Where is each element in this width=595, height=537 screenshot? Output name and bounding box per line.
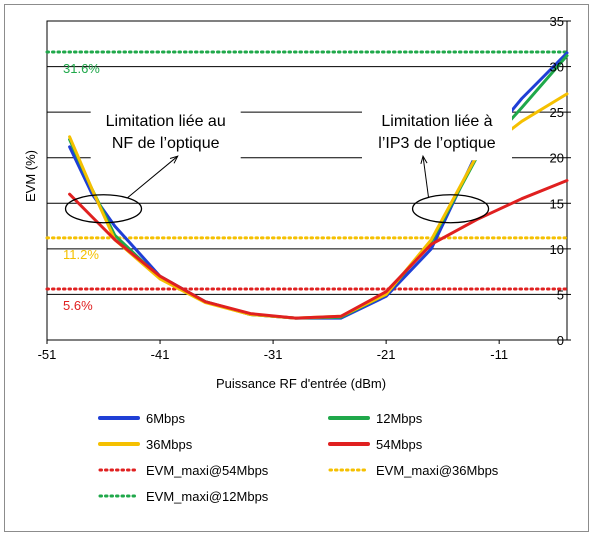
annotation-arrow bbox=[422, 156, 430, 198]
series-line-12mbps bbox=[68, 54, 569, 320]
legend: 6Mbps 12Mbps 36Mbps 54Mbps EVM_maxi@54Mbps EV… bbox=[98, 411, 499, 504]
annotation-ellipse bbox=[64, 194, 143, 224]
annotation-text: Limitation liée à bbox=[381, 113, 492, 130]
series-lines bbox=[68, 51, 569, 320]
annotation-text: Limitation liée au bbox=[106, 113, 226, 130]
annotation-arrowhead bbox=[420, 154, 428, 165]
x-tick-label: -41 bbox=[151, 347, 170, 362]
legend-label: EVM_maxi@54Mbps bbox=[146, 463, 269, 478]
annotation-text: NF de l’optique bbox=[112, 135, 220, 152]
annotation-text: l’IP3 de l’optique bbox=[378, 135, 496, 152]
annotation-box bbox=[90, 108, 241, 161]
y-tick-label: 10 bbox=[550, 242, 564, 257]
grid-lines bbox=[46, 20, 568, 341]
legend-label: 12Mbps bbox=[376, 411, 423, 426]
legend-label: EVM_maxi@12Mbps bbox=[146, 489, 269, 504]
reference-lines bbox=[45, 50, 569, 291]
y-tick-label: 30 bbox=[550, 60, 564, 75]
x-tick-label: -21 bbox=[377, 347, 396, 362]
annotation-ellipse bbox=[411, 194, 490, 224]
y-tick-label: 25 bbox=[550, 105, 564, 120]
legend-label: 54Mbps bbox=[376, 437, 423, 452]
x-tick-label: -31 bbox=[264, 347, 283, 362]
reference-label: 11.2% bbox=[63, 247, 99, 262]
annotations: 31.6% 11.2% 5.6% Limitation liée au NF de l’… bbox=[63, 61, 512, 313]
x-axis-label: Puissance RF d'entrée (dBm) bbox=[216, 376, 386, 391]
series-line-6mbps bbox=[68, 51, 569, 320]
y-tick-label: 35 bbox=[550, 14, 564, 29]
y-tick-label: 5 bbox=[557, 287, 564, 302]
annotation-box bbox=[362, 108, 512, 161]
y-tick-label: 20 bbox=[550, 151, 564, 166]
reference-label: 31.6% bbox=[63, 61, 100, 76]
axes: 0 5 10 15 20 25 30 35 -51 -41 -31 -21 -11 bbox=[38, 14, 571, 362]
series-line-54mbps bbox=[68, 179, 569, 320]
plot-area bbox=[46, 20, 568, 341]
annotation-arrowhead bbox=[169, 155, 179, 164]
legend-label: 6Mbps bbox=[146, 411, 186, 426]
y-tick-label: 15 bbox=[550, 196, 564, 211]
y-axis-label: EVM (%) bbox=[23, 150, 38, 202]
legend-label: 36Mbps bbox=[146, 437, 193, 452]
annotation-arrow bbox=[127, 155, 179, 199]
y-tick-label: 0 bbox=[557, 333, 564, 348]
reference-label: 5.6% bbox=[63, 298, 93, 313]
x-tick-label: -51 bbox=[38, 347, 57, 362]
x-tick-label: -11 bbox=[490, 347, 508, 362]
legend-label: EVM_maxi@36Mbps bbox=[376, 463, 499, 478]
